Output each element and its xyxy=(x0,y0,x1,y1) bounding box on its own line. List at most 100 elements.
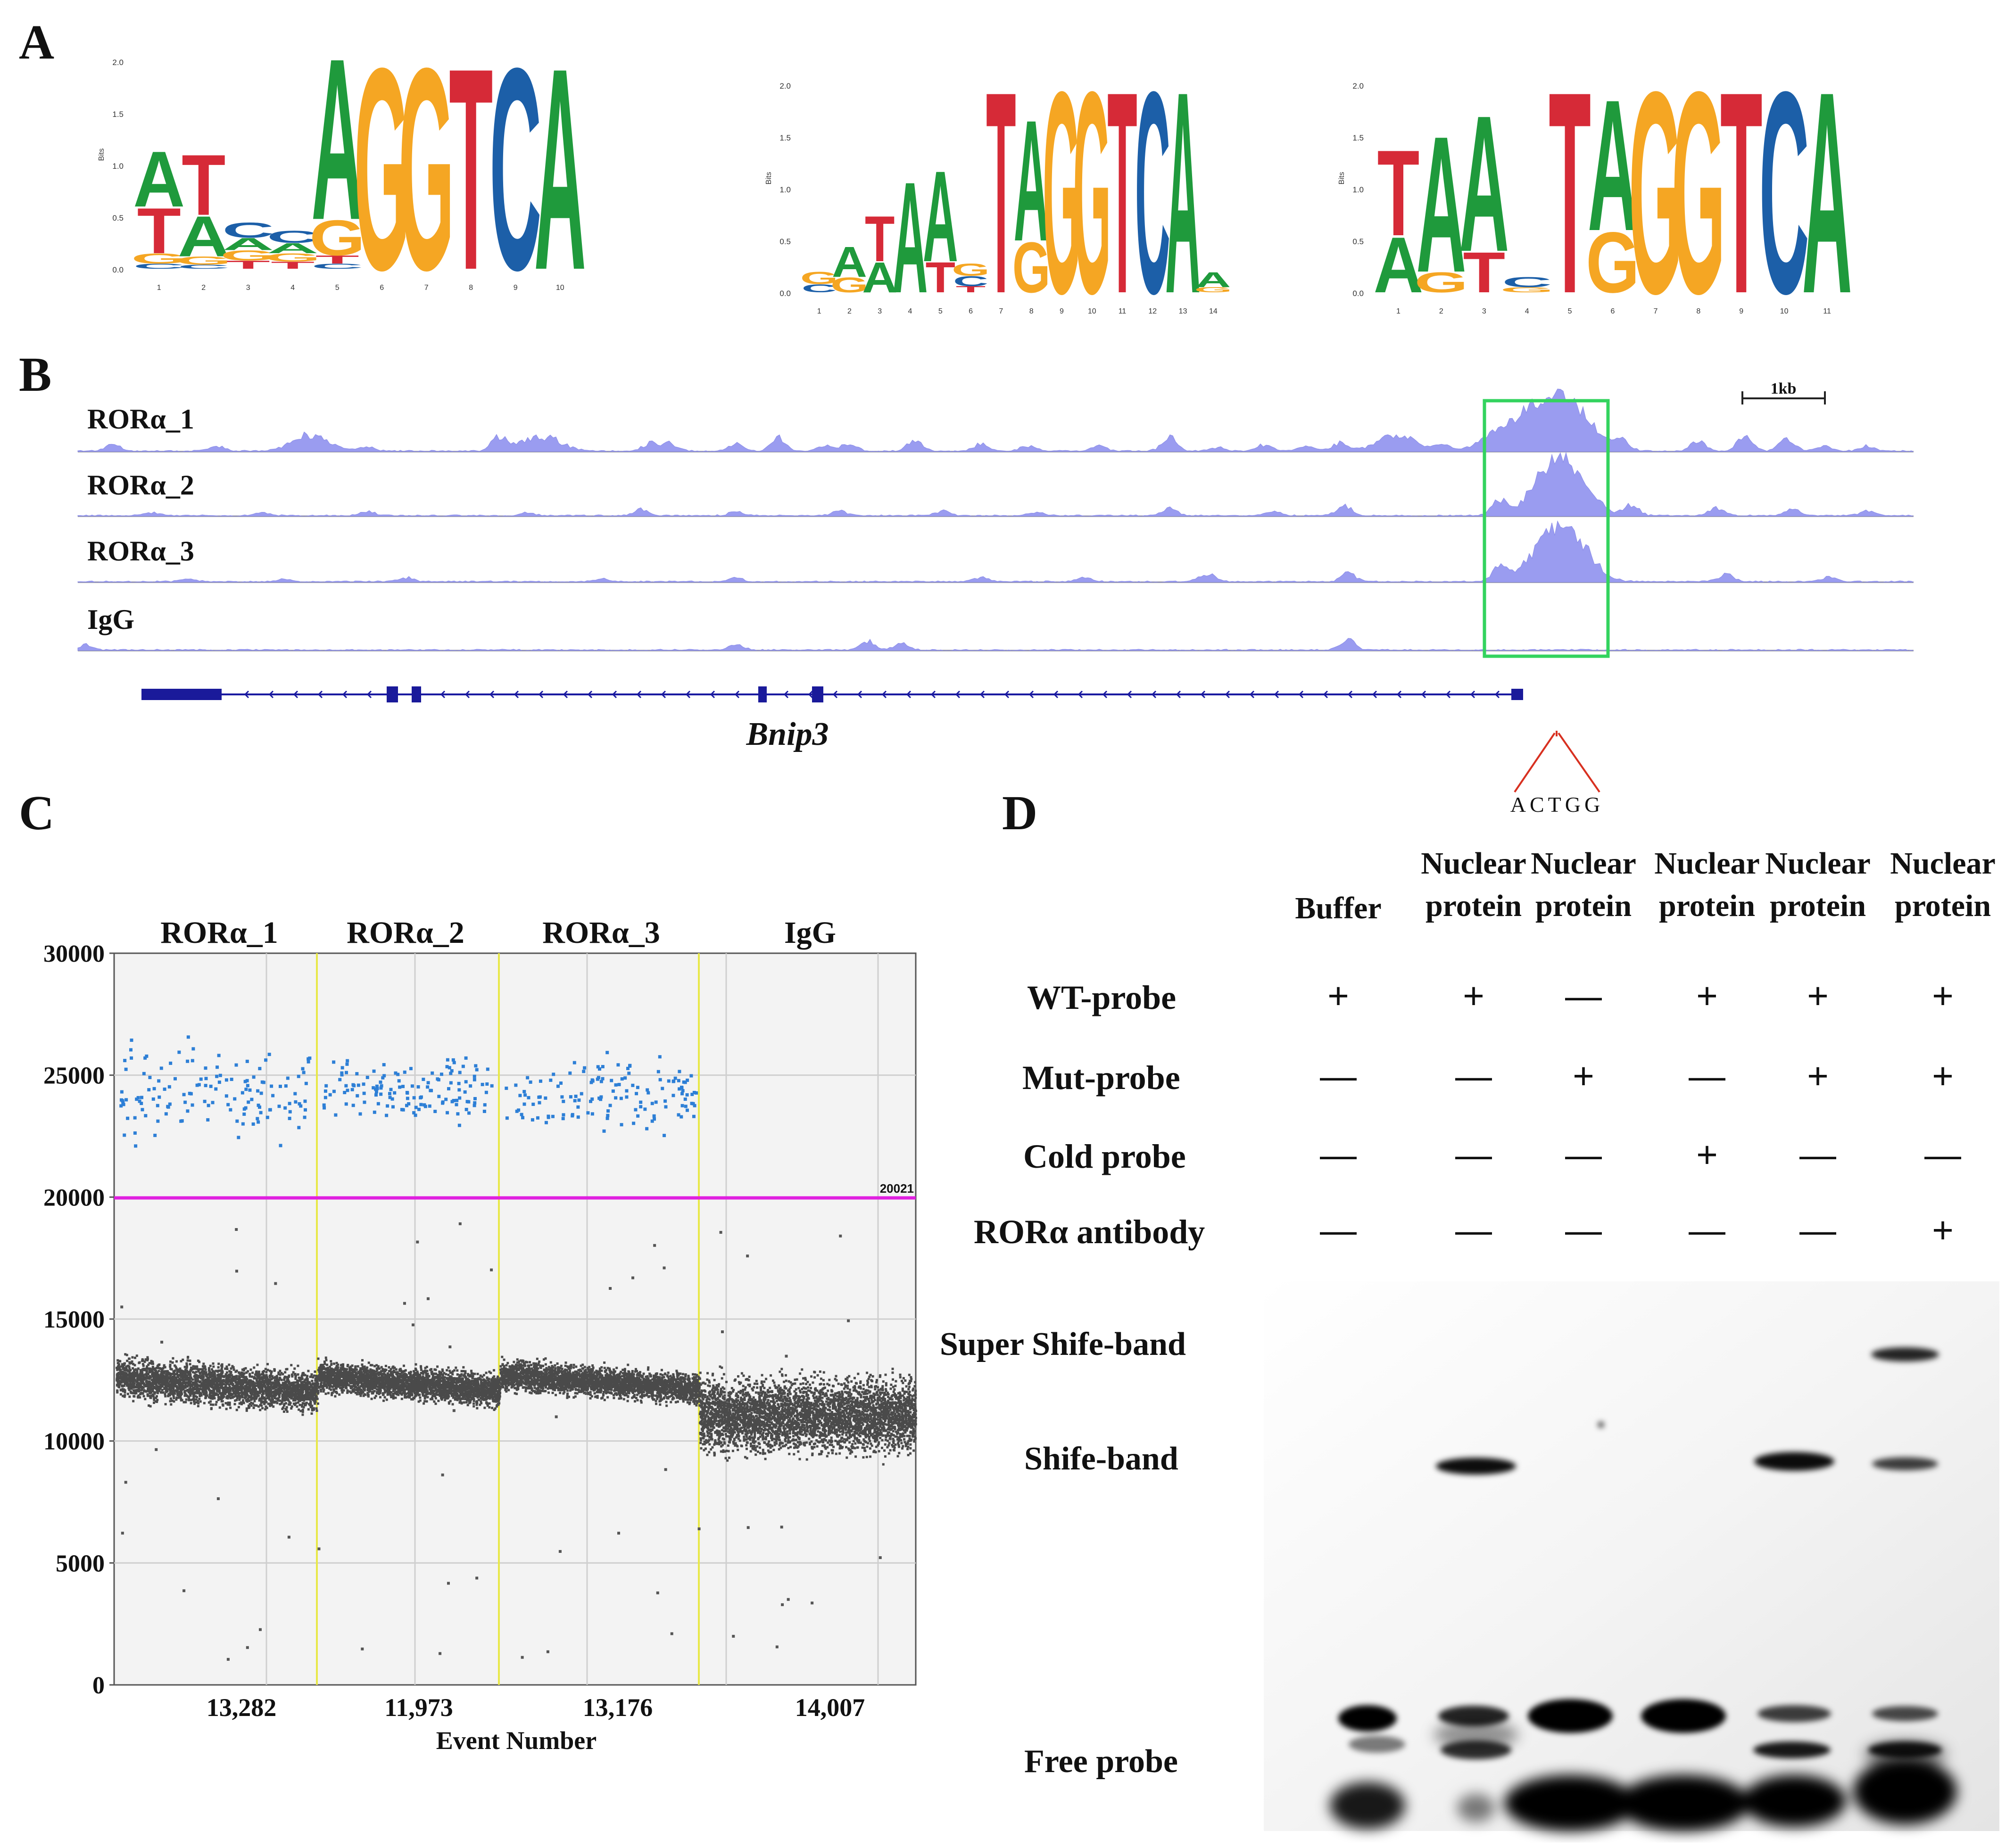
logo-letter: G xyxy=(1500,286,1554,294)
gel-smear xyxy=(1863,1740,1948,1768)
emsa-sign: + xyxy=(1573,1055,1594,1097)
logo-position-tick: 10 xyxy=(1780,307,1789,315)
logo-position-tick: 2 xyxy=(847,307,852,315)
logo-axis-label: Bits xyxy=(1338,172,1346,185)
logo-letter: C xyxy=(802,282,837,295)
gel-band xyxy=(1438,1706,1509,1726)
well-points xyxy=(116,1035,319,1661)
gel-smear xyxy=(1504,1775,1636,1832)
panel-letter-c: C xyxy=(19,786,55,840)
logo-letter: C xyxy=(489,8,541,330)
logo-letter: G xyxy=(800,269,838,288)
coverage-track xyxy=(77,638,1914,651)
well-label: IgG xyxy=(784,916,836,950)
logo-letter: A xyxy=(178,205,230,269)
logo-letter: C xyxy=(178,264,230,270)
logo-letter: T xyxy=(182,136,225,233)
emsa-sign: + xyxy=(1932,1055,1954,1097)
logo-y-tick: 1.5 xyxy=(779,133,791,142)
gel-band xyxy=(1528,1699,1613,1733)
panel-letter-b: B xyxy=(19,347,52,402)
track-label: IgG xyxy=(87,604,135,635)
emsa-sign: — xyxy=(1455,1055,1492,1097)
logo-letter: A xyxy=(1165,31,1201,353)
logo-letter: A xyxy=(1459,75,1509,292)
logo-position-tick: 2 xyxy=(1439,307,1443,315)
emsa-sign: — xyxy=(1320,1134,1357,1175)
logo-y-tick: 0.5 xyxy=(779,237,791,246)
logo-letter: C xyxy=(1759,33,1809,354)
band-label-super-shift: Super Shife-band xyxy=(940,1326,1186,1362)
logo-letter: C xyxy=(1135,31,1170,353)
logo-letter: T xyxy=(226,258,270,271)
logo-letter: C xyxy=(222,218,274,242)
logo-letter: A xyxy=(832,238,867,286)
logo-letter: A xyxy=(1014,84,1049,278)
logo-letter: A xyxy=(862,253,897,302)
logo-letter: A xyxy=(1195,267,1231,291)
logo-y-tick: 0.5 xyxy=(112,214,124,223)
logo-position-tick: 3 xyxy=(246,284,250,292)
well-label: RORα_3 xyxy=(542,916,660,950)
emsa-row-label-ab: RORα antibody xyxy=(974,1213,1205,1251)
track-label: RORα_1 xyxy=(87,404,194,435)
emsa-sign: + xyxy=(1807,1055,1829,1097)
logo-letter: A xyxy=(133,135,185,223)
logo-letter: T xyxy=(137,195,181,267)
logo-position-tick: 10 xyxy=(1088,307,1096,315)
emsa-sign: + xyxy=(1807,975,1829,1016)
logo-letter: C xyxy=(133,262,185,270)
gel-band xyxy=(1753,1741,1831,1758)
gel-band xyxy=(1871,1347,1939,1361)
threshold-label: 20021 xyxy=(880,1181,914,1196)
logo-letter: G xyxy=(175,254,232,267)
emsa-sign: + xyxy=(1696,975,1718,1016)
logo-y-tick: 0.5 xyxy=(1352,237,1364,246)
lane-header: Nuclear xyxy=(1890,846,1996,881)
gel-smear xyxy=(1853,1758,1957,1824)
logo-position-tick: 14 xyxy=(1209,307,1218,315)
logo-letter: G xyxy=(1012,227,1051,308)
logo-y-tick: 2.0 xyxy=(112,58,124,67)
logo-letter: G xyxy=(1586,214,1640,311)
logo-letter: A xyxy=(1802,33,1852,354)
y-tick-label: 30000 xyxy=(43,940,105,967)
band-label-free-probe: Free probe xyxy=(1024,1743,1178,1780)
logo-letter: A xyxy=(222,235,274,254)
well-points xyxy=(317,1056,501,1655)
emsa-sign: + xyxy=(1463,975,1484,1016)
logo-letter: T xyxy=(865,203,895,275)
logo-position-tick: 10 xyxy=(556,284,564,292)
gel-band xyxy=(1872,1706,1938,1721)
logo-position-tick: 7 xyxy=(424,284,429,292)
logo-letter: C xyxy=(311,262,363,270)
logo-letter: G xyxy=(265,251,321,264)
chip-tracks: 1kb Bnip3 ACTGG xyxy=(77,380,1914,817)
x-axis-label: Event Number xyxy=(436,1726,597,1755)
logo-position-tick: 5 xyxy=(938,307,943,315)
logo-letter: G xyxy=(1194,286,1233,294)
emsa-sign: + xyxy=(1696,1134,1718,1175)
y-tick-label: 20000 xyxy=(43,1184,105,1211)
emsa-sign: — xyxy=(1799,1134,1836,1175)
track-row-2 xyxy=(77,452,1914,517)
event-count-label: 13,176 xyxy=(583,1693,653,1722)
well-points xyxy=(699,1231,917,1649)
logo-letter: A xyxy=(1588,61,1638,270)
logo-letter: T xyxy=(1549,33,1591,354)
lane-header: Nuclear xyxy=(1654,846,1760,881)
logo-letter: G xyxy=(1629,33,1682,354)
gel-band xyxy=(1598,1422,1604,1427)
gel-band xyxy=(1436,1458,1516,1475)
emsa-sign: — xyxy=(1320,1209,1357,1251)
emsa-sign: — xyxy=(1455,1134,1492,1175)
gel-band xyxy=(1754,1452,1834,1471)
logo-position-tick: 13 xyxy=(1179,307,1187,315)
logo-letter: C xyxy=(267,227,319,247)
emsa-sign: + xyxy=(1932,1209,1954,1251)
emsa-gel xyxy=(1264,1281,1999,1832)
panel-letter-d: D xyxy=(1002,786,1038,840)
logo-position-tick: 1 xyxy=(1396,307,1401,315)
lane-header: Nuclear xyxy=(1421,846,1526,881)
